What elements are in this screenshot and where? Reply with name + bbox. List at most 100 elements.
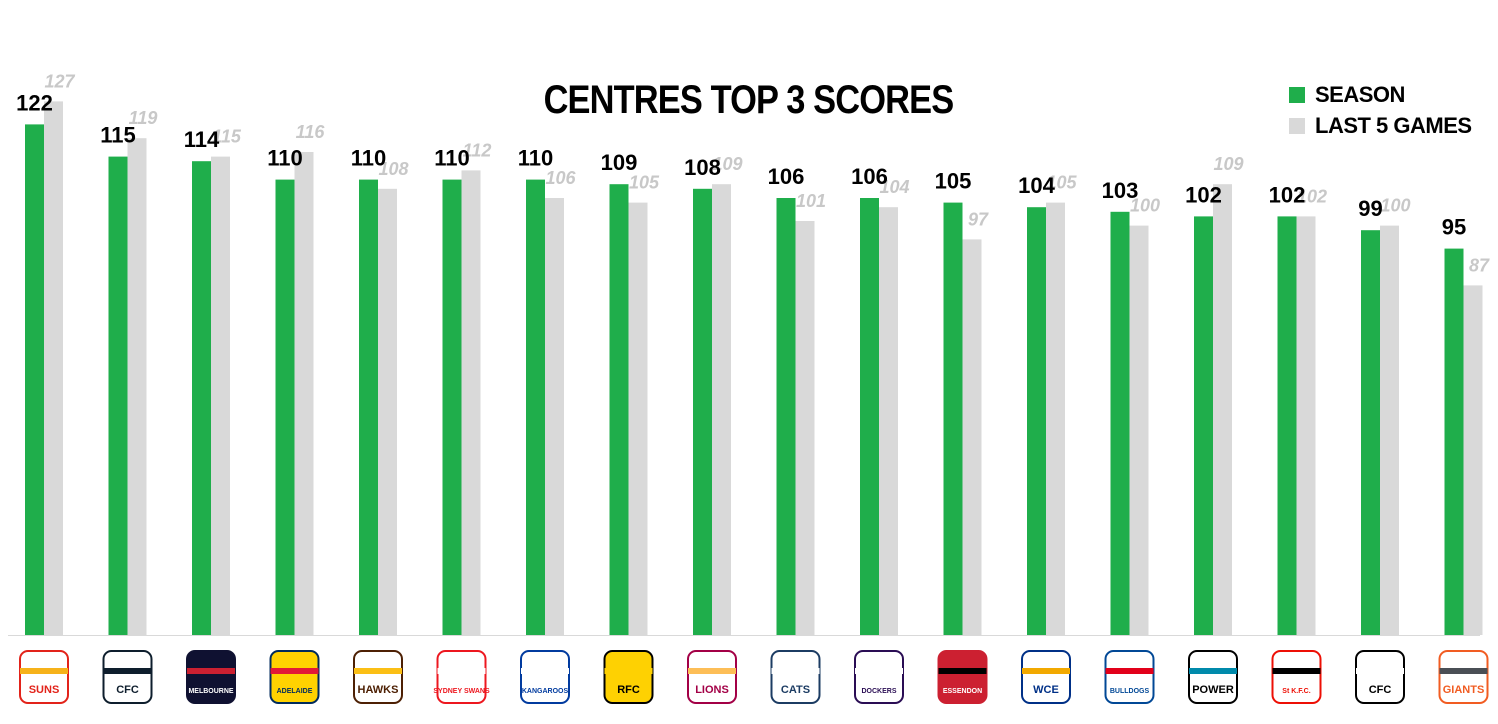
data-label-season: 99 (1358, 196, 1382, 221)
data-label-season: 103 (1102, 178, 1139, 203)
data-label-last-5-games: 108 (378, 159, 408, 179)
bar-season (1027, 207, 1046, 635)
logo-stripe (521, 668, 569, 674)
logo-emblem (102, 650, 153, 704)
data-label-last-5-games: 87 (1469, 255, 1490, 275)
bar-season (693, 188, 712, 636)
bar-last-5-games (1380, 225, 1399, 635)
logo-emblem (269, 650, 320, 704)
bar-season (1110, 211, 1130, 636)
bar-last-5-games (1129, 225, 1149, 635)
fremantle-logo: DOCKERS (854, 650, 904, 704)
logo-text: RFC (617, 684, 640, 696)
data-label-season: 110 (351, 146, 387, 171)
logo-stripe (1105, 668, 1154, 674)
logo-text: MELBOURNE (188, 688, 233, 695)
suns-logo: SUNS (19, 650, 69, 704)
data-label-last-5-games: 104 (879, 177, 909, 197)
logo-emblem (603, 650, 654, 704)
bar-season (1361, 230, 1380, 635)
logo-stripe (187, 668, 235, 674)
data-label-last-5-games: 105 (1046, 173, 1077, 193)
logo-stripe (1022, 668, 1070, 674)
bar-season (860, 198, 879, 635)
bar-last-5-games (1046, 202, 1065, 635)
logo-emblem (770, 650, 821, 704)
legend-label-last-5-games: LAST 5 GAMES (1315, 113, 1472, 138)
logo-text: ESSENDON (943, 688, 982, 695)
bar-season (275, 179, 295, 635)
bar-season (609, 184, 629, 635)
logo-stripe (1439, 668, 1488, 674)
logo-stripe (938, 668, 987, 674)
logo-text: CFC (116, 684, 139, 696)
data-label-last-5-games: 105 (629, 173, 660, 193)
data-label-season: 109 (601, 150, 638, 175)
data-label-season: 115 (100, 123, 136, 148)
data-label-last-5-games: 109 (1213, 154, 1243, 174)
bar-season (25, 124, 44, 636)
bar-last-5-games (879, 207, 898, 635)
logo-text: ADELAIDE (277, 688, 313, 695)
logo-text: POWER (1192, 684, 1234, 696)
chart-title: CENTRES TOP 3 SCORES (543, 78, 955, 122)
logo-emblem (186, 650, 236, 704)
bar-season (776, 198, 796, 635)
logo-text: WCE (1033, 684, 1059, 696)
logo-emblem (1104, 650, 1155, 704)
bar-season (943, 202, 963, 635)
bar-season (192, 161, 211, 635)
geelong-logo: CATS (770, 650, 821, 704)
data-label-last-5-games: 127 (44, 71, 75, 91)
brisbane-logo: LIONS (687, 650, 737, 704)
richmond-logo: RFC (603, 650, 654, 704)
logo-text: CATS (781, 684, 810, 696)
logo-stripe (604, 668, 653, 674)
data-label-season: 102 (1185, 182, 1222, 207)
essendon-logo: ESSENDON (937, 650, 988, 704)
logo-stripe (1356, 668, 1404, 674)
giants-logo: GIANTS (1438, 650, 1489, 704)
data-label-season: 114 (184, 127, 220, 152)
stkilda-logo: St K.F.C. (1271, 650, 1322, 704)
data-label-last-5-games: 112 (463, 140, 492, 160)
westcoast-logo: WCE (1021, 650, 1071, 704)
bar-last-5-games (795, 221, 815, 635)
logo-emblem (1188, 650, 1238, 704)
bar-last-5-games (545, 198, 564, 635)
logo-text: CFC (1369, 684, 1392, 696)
bar-last-5-games (1213, 184, 1232, 635)
bar-season (526, 179, 545, 635)
kangaroos-logo: KANGAROOS (520, 650, 570, 704)
bulldogs-logo: BULLDOGS (1104, 650, 1155, 704)
logo-stripe (855, 668, 903, 674)
logo-text: GIANTS (1443, 684, 1485, 696)
logo-emblem (1355, 650, 1405, 704)
logo-emblem (687, 650, 737, 704)
bar-last-5-games (712, 184, 731, 635)
bar-last-5-games (628, 202, 648, 635)
data-label-season: 105 (935, 169, 972, 194)
logo-emblem (1438, 650, 1489, 704)
logo-emblem (19, 650, 69, 704)
logo-stripe (437, 668, 486, 674)
logo-text: LIONS (695, 684, 729, 696)
data-label-last-5-games: 106 (545, 168, 576, 188)
data-label-season: 110 (518, 146, 554, 171)
bar-last-5-games (378, 188, 397, 636)
logo-text: HAWKS (358, 684, 399, 696)
data-label-last-5-games: 102 (1297, 186, 1327, 206)
logo-emblem (937, 650, 988, 704)
carlton-logo: CFC (102, 650, 153, 704)
logo-stripe (771, 668, 820, 674)
bar-last-5-games (211, 156, 230, 635)
bar-last-5-games (127, 138, 147, 635)
data-label-last-5-games: 97 (968, 209, 989, 229)
logo-emblem (436, 650, 487, 704)
logo-stripe (20, 668, 68, 674)
logo-text: SYDNEY SWANS (433, 688, 490, 695)
legend-swatch-season (1289, 87, 1305, 103)
power-logo: POWER (1188, 650, 1238, 704)
legend-label-season: SEASON (1315, 82, 1405, 107)
